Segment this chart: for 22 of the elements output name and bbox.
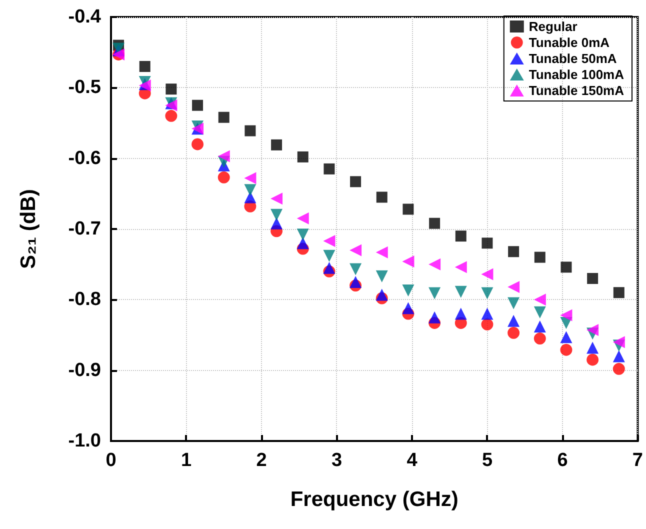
y-tick-label: -0.5: [68, 77, 102, 98]
legend-label: Regular: [528, 19, 578, 34]
x-tick-label: 4: [406, 450, 418, 471]
x-tick-label: 3: [331, 450, 342, 471]
y-tick-label: -0.7: [68, 218, 101, 240]
y-tick-label: -0.8: [68, 289, 101, 310]
y-tick-label: -1.0: [68, 430, 101, 452]
x-tick-label: 7: [632, 450, 644, 471]
legend-label: Tunable 100mA: [528, 67, 625, 82]
x-tick-label: 0: [106, 450, 116, 471]
legend-label: Tunable 150mA: [528, 83, 625, 98]
y-tick-label: -0.9: [68, 360, 101, 381]
legend-label: Tunable 50mA: [528, 51, 618, 66]
x-tick-label: 1: [180, 450, 192, 471]
x-tick-label: 5: [482, 450, 493, 471]
x-tick-label: 6: [557, 450, 568, 471]
x-axis-title: Frequency (GHz): [290, 488, 458, 511]
y-axis-title: S₂₁ (dB): [17, 189, 40, 269]
y-tick-label: -0.4: [68, 6, 102, 28]
legend-label: Tunable 0mA: [528, 35, 610, 50]
y-tick-label: -0.6: [68, 148, 101, 169]
x-tick-label: 2: [256, 450, 267, 471]
